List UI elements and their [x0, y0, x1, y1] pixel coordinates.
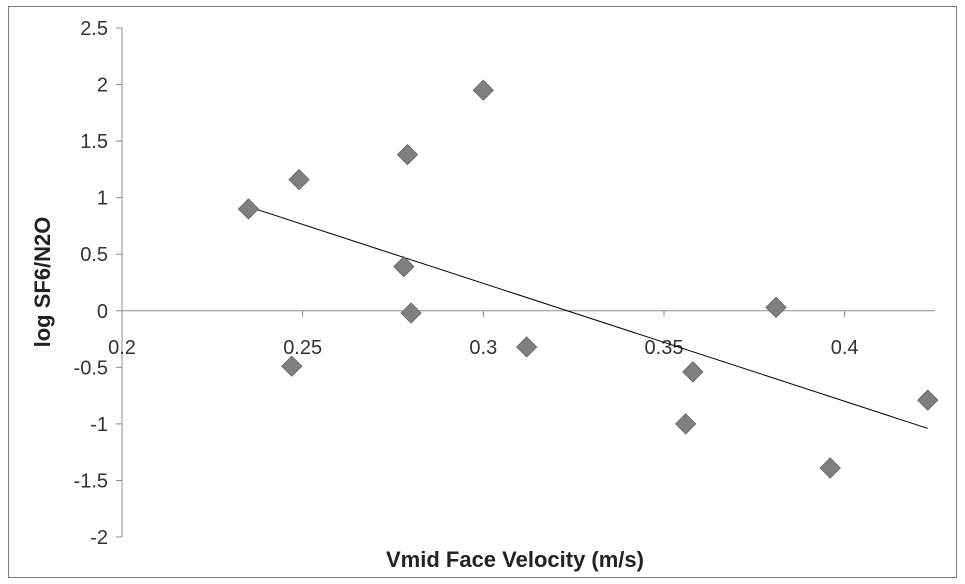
x-tick-label: 0.2 [108, 337, 136, 359]
y-tick-label: -1 [90, 414, 108, 436]
x-tick-label: 0.25 [283, 337, 322, 359]
y-tick-label: -2 [90, 527, 108, 549]
y-tick-label: -1.5 [74, 470, 108, 492]
trendline-group [248, 206, 928, 429]
y-tick-label: 1 [97, 188, 108, 210]
x-axis: 0.2 0.25 0.3 0.35 0.4 [108, 310, 935, 359]
data-point-diamond [765, 296, 787, 319]
y-tick-label: -0.5 [74, 357, 108, 379]
data-point-diamond [682, 361, 704, 383]
data-point-diamond [917, 389, 939, 411]
y-tick-label: 2 [97, 75, 108, 97]
data-point-diamond [281, 355, 303, 377]
chart-frame [8, 6, 957, 578]
data-point-diamond [396, 143, 419, 166]
y-tick-label: 1.5 [80, 131, 108, 153]
data-point-diamond [393, 255, 415, 278]
y-tick-label: 0 [97, 301, 108, 323]
data-point-diamond [400, 302, 422, 324]
data-point-diamond [288, 168, 310, 191]
y-tick-label: 2.5 [80, 18, 108, 40]
data-point-diamond [674, 413, 697, 435]
x-tick-label: 0.3 [469, 337, 497, 359]
y-axis-title: log SF6/N2O [30, 217, 55, 348]
x-tick-label: 0.35 [645, 337, 684, 359]
x-tick-label: 0.4 [831, 337, 859, 359]
data-point-diamond [237, 198, 260, 220]
y-axis: -2 -1.5 -1 -0.5 0 0.5 1 1.5 2 2.5 [74, 18, 123, 549]
data-point-diamond [472, 79, 495, 101]
y-tick-label: 0.5 [80, 244, 108, 266]
data-points [237, 79, 939, 479]
x-axis-title: Vmid Face Velocity (m/s) [386, 547, 644, 572]
data-point-diamond [819, 457, 841, 479]
trendline [248, 206, 928, 429]
data-point-diamond [515, 336, 538, 358]
